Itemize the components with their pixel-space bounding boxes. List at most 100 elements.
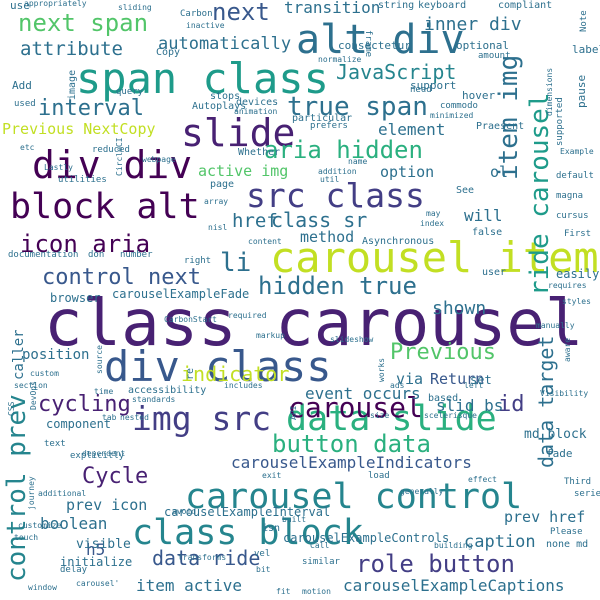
word: journey xyxy=(27,476,36,510)
word: div div xyxy=(32,143,193,187)
word: via xyxy=(396,370,424,388)
word: consectetur xyxy=(338,39,411,52)
word: li xyxy=(220,248,252,278)
word: nested xyxy=(120,413,149,422)
word: Visibility xyxy=(540,389,589,398)
word: pause xyxy=(575,74,588,108)
word: inner div xyxy=(424,14,522,35)
word: active img xyxy=(198,162,289,180)
word: vel xyxy=(254,549,271,559)
word: requires xyxy=(548,281,587,290)
word: prev icon xyxy=(66,496,148,514)
word: use xyxy=(10,0,30,12)
word: avoid xyxy=(172,507,197,516)
word: sliding xyxy=(118,3,152,12)
word: animation xyxy=(234,107,278,116)
word: alt div xyxy=(296,17,465,63)
word: item img xyxy=(494,54,524,180)
word: First xyxy=(564,229,592,239)
word: See xyxy=(456,185,475,196)
word: bit xyxy=(256,565,271,574)
word: img src xyxy=(132,399,272,438)
word: custom xyxy=(30,369,59,378)
word: utilities xyxy=(58,175,107,185)
word: may xyxy=(426,209,441,218)
word: Cycle xyxy=(82,464,149,489)
word: attribute xyxy=(20,38,123,60)
word: additional xyxy=(38,489,87,498)
word: don xyxy=(88,250,105,260)
word: shown xyxy=(432,298,487,319)
word: series xyxy=(574,489,600,499)
word: Previous xyxy=(390,340,496,365)
word: works xyxy=(377,357,386,382)
word: ride carousel xyxy=(525,92,555,297)
word: role button xyxy=(356,550,515,578)
word: md block xyxy=(524,427,587,442)
word: next xyxy=(212,0,270,26)
word: nisl xyxy=(208,223,228,232)
word: keyboard xyxy=(418,0,467,11)
word: window xyxy=(28,583,57,592)
word: page xyxy=(210,179,235,190)
word: DevOps xyxy=(29,381,38,410)
word: h5 xyxy=(86,540,106,559)
word: text xyxy=(44,439,66,449)
word: size xyxy=(370,411,390,420)
word: tab xyxy=(102,413,117,422)
word: set xyxy=(470,373,492,387)
word: inactive xyxy=(186,21,225,30)
word: browser xyxy=(50,291,101,305)
word: carouselExampleCaptions xyxy=(343,576,565,595)
word: need xyxy=(410,85,432,95)
word: Please xyxy=(550,527,583,537)
word: block alt xyxy=(10,187,200,227)
word: magna xyxy=(556,191,584,201)
word: fit xyxy=(276,587,291,596)
word: transition xyxy=(284,0,381,17)
word: span class xyxy=(76,54,329,103)
word: item active xyxy=(136,576,242,595)
word: element xyxy=(378,120,446,139)
word: CircleCI xyxy=(115,137,124,176)
word: required xyxy=(228,311,267,320)
word: generally xyxy=(400,487,444,496)
word: accessibility xyxy=(128,385,207,396)
word: carousel control xyxy=(185,477,523,517)
word: optional xyxy=(456,39,509,52)
word: explicitly xyxy=(70,451,125,461)
word: source xyxy=(95,345,104,374)
word: will xyxy=(464,206,503,225)
word: commodo xyxy=(440,101,478,111)
word: based xyxy=(428,393,459,404)
word: carouselExampleIndicators xyxy=(231,453,472,472)
word: image xyxy=(67,69,78,100)
word: CSS xyxy=(7,401,16,416)
word: caller xyxy=(11,329,27,380)
word: visible xyxy=(76,537,131,552)
word: default xyxy=(556,171,594,181)
word: class block xyxy=(132,513,364,553)
word: hover xyxy=(462,89,496,102)
word: API xyxy=(289,405,298,420)
word: addition xyxy=(318,167,357,176)
word: user xyxy=(482,267,507,278)
word: automatically xyxy=(158,34,292,54)
word: button data xyxy=(272,430,431,458)
word: Example xyxy=(560,147,594,156)
word: building xyxy=(434,541,473,550)
word: prev href xyxy=(504,508,586,526)
word: stops xyxy=(210,91,241,102)
word: section xyxy=(14,381,48,390)
word: Asynchronous xyxy=(362,236,435,247)
word: event occurs xyxy=(305,384,421,403)
word: easily xyxy=(556,267,600,281)
word: slide xyxy=(181,111,296,155)
word: hidden true xyxy=(258,272,417,300)
word: Copy xyxy=(156,47,181,58)
word: number xyxy=(120,250,153,260)
word: dependent xyxy=(82,449,126,458)
word: Autoplays xyxy=(192,101,247,112)
word: isn xyxy=(262,523,281,534)
